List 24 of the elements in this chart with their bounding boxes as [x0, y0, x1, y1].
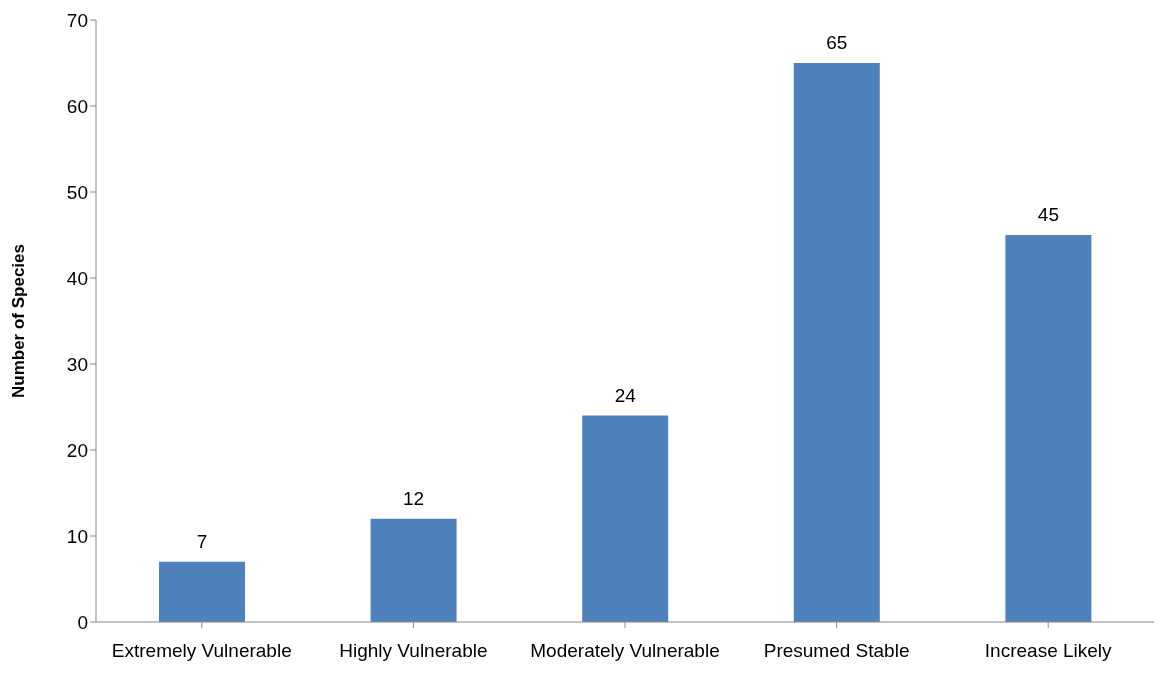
data-label: 24 [614, 384, 637, 406]
y-tick-label: 10 [66, 525, 88, 547]
bar [159, 561, 245, 622]
y-axis-title: Number of Species [9, 244, 29, 398]
data-label: 12 [403, 487, 425, 509]
y-tick-label: 60 [66, 95, 88, 117]
bar [370, 518, 457, 622]
x-tick-label: Presumed Stable [763, 640, 910, 662]
bar [1005, 235, 1092, 622]
x-tick-label: Increase Likely [984, 640, 1113, 662]
bar [793, 63, 880, 622]
bar [582, 415, 669, 622]
x-tick-label: Moderately Vulnerable [530, 640, 720, 662]
data-label: 7 [196, 530, 208, 552]
y-tick-label: 70 [66, 9, 88, 31]
y-tick-label: 40 [66, 267, 88, 289]
data-label: 45 [1037, 204, 1059, 225]
data-label: 65 [826, 32, 848, 53]
y-tick-label: 0 [77, 611, 88, 633]
x-tick-label: Extremely Vulnerable [111, 640, 292, 662]
y-tick-label: 50 [66, 181, 88, 203]
y-tick-label: 30 [66, 353, 88, 375]
x-tick-label: Highly Vulnerable [339, 640, 488, 662]
y-tick-label: 20 [66, 439, 88, 461]
